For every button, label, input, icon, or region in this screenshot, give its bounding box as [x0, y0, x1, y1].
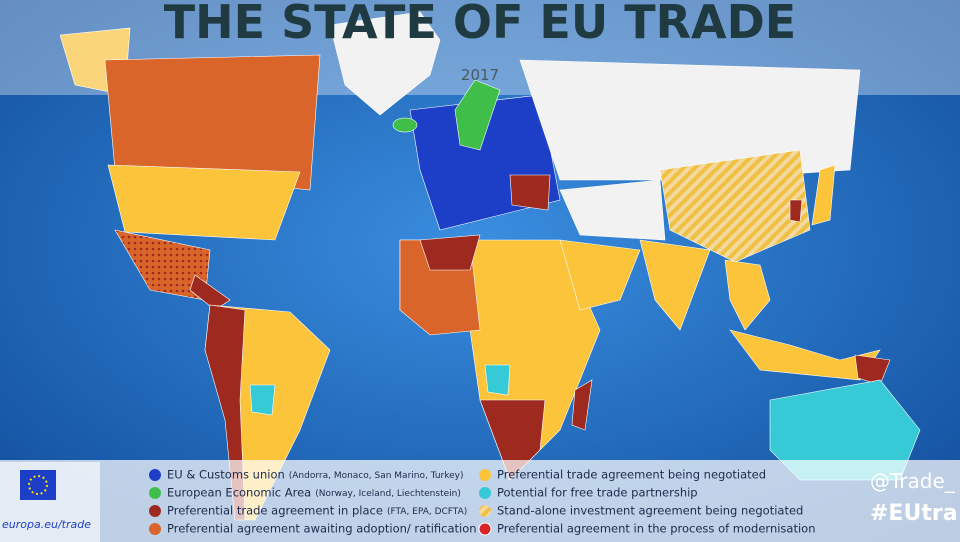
legend-swatch	[149, 505, 161, 517]
legend-label: EU & Customs union (Andorra, Monaco, San …	[167, 468, 464, 482]
legend-label: Preferential agreement in the process of…	[497, 522, 816, 536]
usa	[107, 164, 301, 241]
iceland	[392, 117, 418, 133]
canada	[104, 54, 321, 191]
eu-flag	[20, 470, 56, 500]
hashtag: #EUtra	[870, 501, 958, 526]
legend-swatch	[479, 505, 491, 517]
bolivia	[249, 384, 276, 416]
north-africa	[419, 234, 481, 271]
ukraine	[509, 174, 551, 211]
year: 2017	[461, 66, 499, 84]
india	[639, 239, 711, 331]
legend-swatch	[149, 487, 161, 499]
middle-east	[559, 239, 641, 311]
madagascar	[571, 379, 593, 431]
url: europa.eu/trade	[2, 518, 91, 531]
norway	[454, 79, 501, 151]
legend-label: Potential for free trade partnership	[497, 486, 698, 500]
indonesia	[729, 329, 881, 381]
greenland	[329, 11, 441, 116]
legend-label: Preferential agreement awaiting adoption…	[167, 522, 477, 536]
china	[659, 149, 811, 263]
legend-swatch	[479, 487, 491, 499]
legend-note: (Norway, Iceland, Liechtenstein)	[315, 489, 461, 499]
legend-swatch	[479, 469, 491, 481]
twitter-handle: @Trade_	[870, 469, 956, 493]
legend-label: Preferential trade agreement being negot…	[497, 468, 766, 482]
title: THE STATE OF EU TRADE	[164, 0, 796, 49]
central-asia	[559, 179, 666, 241]
russia	[519, 59, 861, 181]
legend-swatch	[478, 522, 492, 536]
angola	[484, 364, 511, 396]
eu-stars	[28, 475, 48, 495]
legend-label: Preferential trade agreement in place (FT…	[167, 504, 467, 518]
legend-swatch	[149, 469, 161, 481]
korea	[789, 199, 803, 223]
legend-swatch	[149, 523, 161, 535]
legend-note: (FTA, EPA, DCFTA)	[387, 507, 467, 517]
south-east-asia	[724, 259, 771, 331]
legend-note: (Andorra, Monaco, San Marino, Turkey)	[289, 471, 464, 481]
legend-label: Stand-alone investment agreement being n…	[497, 504, 803, 518]
japan	[811, 164, 836, 226]
